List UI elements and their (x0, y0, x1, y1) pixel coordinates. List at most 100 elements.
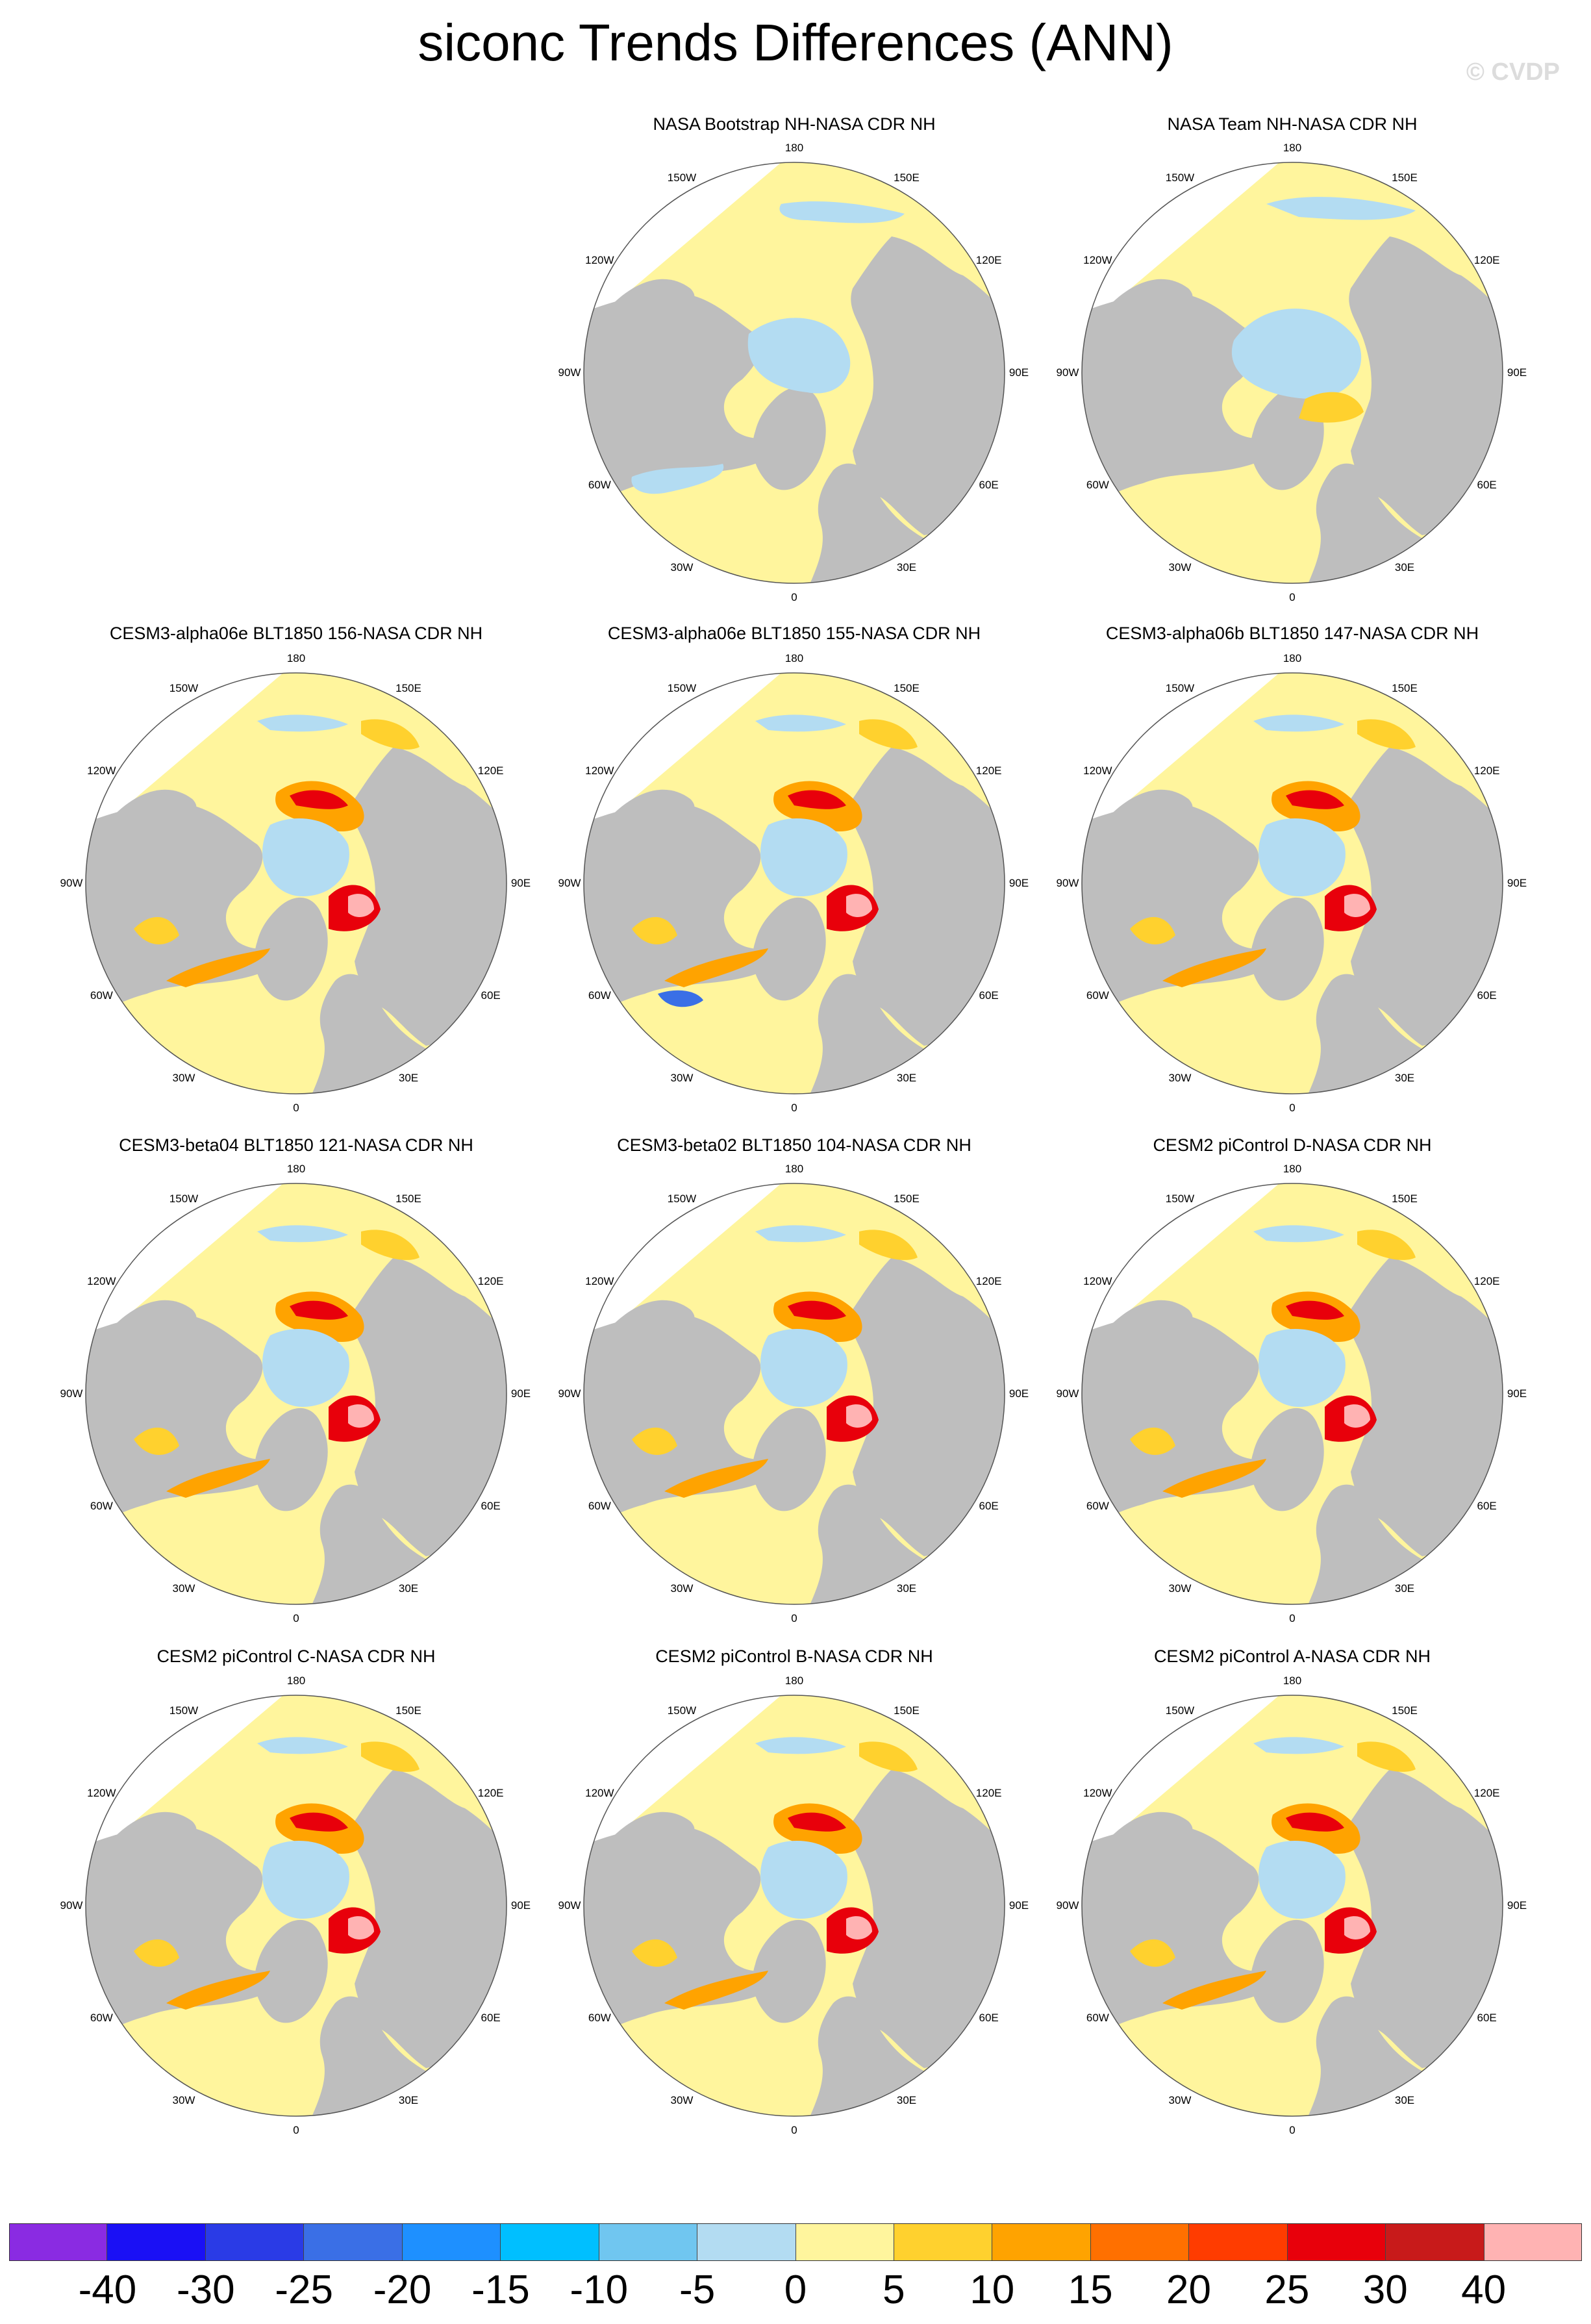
land-greenland (1251, 1919, 1324, 2023)
anomaly-field (257, 1225, 348, 1243)
anomaly-field (166, 948, 270, 987)
anomaly-field (262, 1329, 349, 1407)
longitude-label: 30E (896, 1582, 917, 1595)
watermark: © CVDP (1466, 58, 1560, 86)
longitude-label: 0 (1289, 2124, 1296, 2136)
land-alaska (606, 1300, 695, 1335)
colorbar-tick-label: 20 (1166, 2267, 1211, 2312)
anomaly-field (290, 790, 348, 809)
longitude-label: 60W (588, 1500, 611, 1512)
land-greenland (1251, 897, 1324, 1001)
map-boundary (1081, 162, 1503, 584)
anomaly-field (348, 1404, 374, 1428)
anomaly-field (755, 1737, 846, 1754)
longitude-label: 150W (667, 682, 697, 695)
longitude-label: 90E (510, 1387, 531, 1400)
anomaly-field (779, 201, 905, 223)
longitude-label: 0 (293, 1102, 299, 1114)
anomaly-field (664, 1971, 768, 2010)
longitude-label: 90W (1056, 1899, 1079, 1912)
colorbar-swatch (1386, 2223, 1485, 2261)
colorbar-swatch (1484, 2223, 1582, 2261)
longitude-label: 150W (1165, 171, 1195, 184)
anomaly-field (1299, 392, 1364, 423)
colorbar-tick-label: 40 (1461, 2267, 1507, 2312)
anomaly-field (348, 894, 374, 917)
land-alaska (606, 279, 695, 314)
longitude-label: 60W (1086, 479, 1109, 491)
longitude-label: 60E (481, 1500, 501, 1512)
longitude-label: 150E (1392, 171, 1418, 184)
anomaly-field (1286, 1812, 1344, 1832)
longitude-label: 30W (1168, 1582, 1192, 1595)
longitude-label: 90W (1056, 1387, 1079, 1400)
anomaly-field (1162, 1459, 1266, 1498)
anomaly-field (664, 948, 768, 987)
colorbar-tick-label: -5 (679, 2267, 716, 2312)
longitude-label: 90E (1008, 877, 1029, 889)
longitude-label: 60W (588, 479, 611, 491)
longitude-label: 0 (293, 1612, 299, 1624)
colorbar-swatch (402, 2223, 501, 2261)
longitude-label: 180 (784, 1674, 804, 1687)
longitude-label: 30E (1394, 1071, 1415, 1084)
colorbar-swatch (9, 2223, 108, 2261)
anomaly-field (747, 318, 851, 394)
longitude-label: 120E (1473, 1275, 1500, 1287)
land-greenland (753, 897, 826, 1001)
longitude-label: 120W (1083, 254, 1112, 266)
colorbar-tick-label: 25 (1264, 2267, 1310, 2312)
anomaly-field (788, 790, 846, 809)
longitude-label: 30W (670, 1582, 694, 1595)
land-alaska (1104, 789, 1193, 825)
map-boundary (1081, 1695, 1503, 2117)
land-greenland (255, 897, 328, 1001)
longitude-label: 120W (585, 1787, 614, 1799)
colorbar-swatch (894, 2223, 993, 2261)
anomaly-field (134, 1939, 179, 1967)
anomaly-field (1357, 719, 1416, 750)
panel-title: NASA Bootstrap NH-NASA CDR NH (653, 114, 936, 134)
longitude-label: 180 (784, 652, 804, 664)
anomaly-field (846, 1916, 872, 1939)
longitude-label: 150E (395, 1704, 421, 1717)
longitude-label: 0 (791, 1612, 797, 1624)
land-eurasia (851, 747, 1005, 1046)
longitude-label: 30W (1168, 1071, 1192, 1084)
colorbar-tick-label: 5 (883, 2267, 905, 2312)
polar-map (1081, 1183, 1503, 1605)
longitude-label: 0 (791, 591, 797, 603)
colorbar-tick-label: 30 (1362, 2267, 1408, 2312)
longitude-label: 180 (286, 1674, 306, 1687)
longitude-label: 120W (585, 1275, 614, 1287)
land-alaska (108, 1300, 197, 1335)
longitude-label: 150E (894, 682, 920, 695)
longitude-label: 60E (1477, 2012, 1497, 2024)
anomaly-field (166, 1459, 270, 1498)
anomaly-field (1130, 916, 1175, 944)
anomaly-field (846, 894, 872, 917)
colorbar-swatch (697, 2223, 796, 2261)
longitude-label: 30W (172, 2093, 195, 2106)
land-greenland (753, 1408, 826, 1511)
longitude-label: 180 (286, 1163, 306, 1175)
longitude-label: 120E (1473, 254, 1500, 266)
land-eurasia (851, 236, 1005, 535)
longitude-label: 0 (1289, 591, 1296, 603)
land-alaska (108, 789, 197, 825)
land-eurasia (353, 1257, 507, 1556)
longitude-label: 60E (1477, 989, 1497, 1002)
anomaly-field (348, 1916, 374, 1939)
anomaly-field (1286, 1300, 1344, 1320)
longitude-label: 30W (670, 561, 694, 574)
longitude-label: 0 (1289, 1612, 1296, 1624)
anomaly-field (760, 1841, 847, 1919)
longitude-label: 60E (1477, 479, 1497, 491)
longitude-label: 150W (667, 171, 697, 184)
longitude-label: 60E (979, 2012, 999, 2024)
longitude-label: 90W (558, 1387, 581, 1400)
colorbar-tick-label: 0 (784, 2267, 807, 2312)
longitude-label: 60E (979, 479, 999, 491)
anomaly-field (788, 1300, 846, 1320)
longitude-label: 60W (90, 2012, 113, 2024)
